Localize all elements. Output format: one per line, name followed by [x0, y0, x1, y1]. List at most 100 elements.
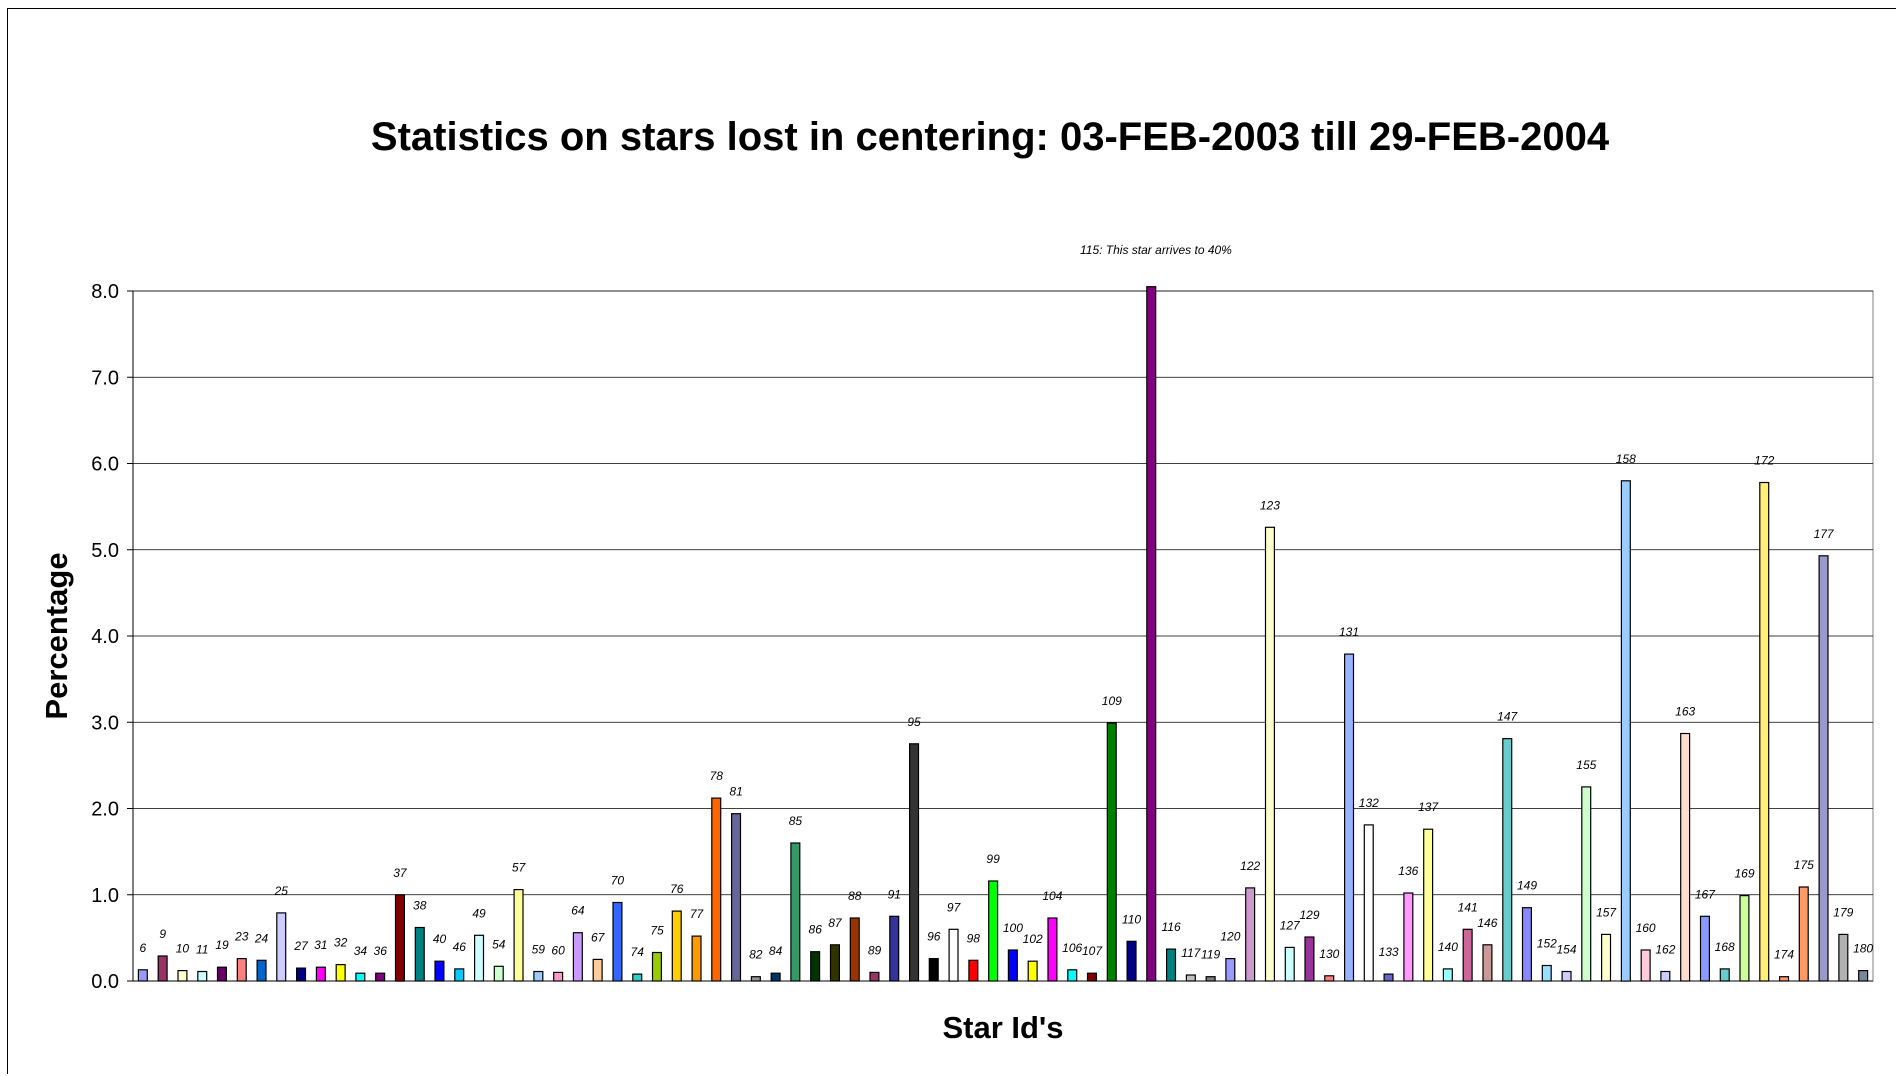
data-label-81: 81 [729, 785, 742, 799]
data-label-75: 75 [650, 924, 664, 938]
chart-frame [7, 8, 1896, 1074]
data-label-60: 60 [551, 943, 565, 957]
bar-149 [1521, 907, 1532, 982]
bar-54 [493, 965, 504, 982]
y-tick-label: 1.0 [91, 885, 119, 907]
bar-27 [296, 967, 307, 982]
bar-98 [968, 959, 979, 982]
data-label-152: 152 [1537, 937, 1557, 951]
data-label-123: 123 [1260, 498, 1280, 512]
bar-86 [810, 951, 821, 982]
bar-110 [1126, 940, 1137, 982]
data-label-70: 70 [611, 874, 625, 888]
data-label-77: 77 [690, 907, 705, 921]
bar-172 [1759, 481, 1770, 982]
bar-177 [1818, 555, 1829, 982]
data-label-154: 154 [1556, 943, 1576, 957]
bar-130 [1324, 975, 1335, 982]
data-label-163: 163 [1675, 705, 1695, 719]
bar-122 [1245, 887, 1256, 982]
bar-85 [790, 842, 801, 982]
data-label-168: 168 [1715, 940, 1735, 954]
bar-59 [533, 970, 544, 982]
bar-160 [1640, 949, 1651, 982]
bar-10 [177, 969, 188, 982]
data-label-104: 104 [1042, 889, 1062, 903]
chart-title: Statistics on stars lost in centering: 0… [371, 115, 1610, 159]
bar-32 [335, 963, 346, 982]
bar-78 [711, 797, 722, 982]
data-label-110: 110 [1122, 912, 1141, 926]
y-axis-title: Percentage [39, 552, 74, 719]
data-label-167: 167 [1695, 887, 1716, 901]
bar-77 [691, 935, 702, 982]
data-label-24: 24 [254, 931, 269, 945]
data-label-100: 100 [1003, 921, 1023, 935]
data-label-27: 27 [293, 939, 309, 953]
data-label-180: 180 [1853, 942, 1873, 956]
bar-115 [1146, 286, 1157, 982]
data-label-11: 11 [196, 943, 208, 957]
data-label-174: 174 [1774, 948, 1794, 962]
bar-109 [1106, 722, 1117, 982]
y-tick-label: 7.0 [91, 367, 119, 389]
data-label-129: 129 [1299, 908, 1319, 922]
bar-169 [1739, 894, 1750, 982]
data-label-109: 109 [1102, 694, 1122, 708]
bar-116 [1165, 948, 1177, 982]
bar-123 [1264, 526, 1275, 982]
bar-87 [829, 944, 840, 982]
data-label-96: 96 [927, 930, 941, 944]
data-label-91: 91 [888, 887, 901, 901]
data-label-133: 133 [1379, 945, 1399, 959]
data-label-37: 37 [393, 866, 408, 880]
data-label-76: 76 [670, 882, 684, 896]
data-label-85: 85 [789, 814, 803, 828]
data-label-119: 119 [1201, 948, 1220, 962]
data-label-177: 177 [1814, 527, 1835, 541]
data-label-31: 31 [314, 938, 327, 952]
bar-174 [1778, 976, 1790, 982]
data-label-64: 64 [571, 904, 585, 918]
data-label-117: 117 [1181, 946, 1201, 960]
bar-89 [869, 971, 880, 982]
bar-102 [1027, 960, 1038, 982]
data-label-107: 107 [1082, 944, 1103, 958]
bar-158 [1620, 480, 1631, 982]
y-tick-label: 8.0 [91, 281, 119, 303]
bar-167 [1699, 915, 1710, 982]
bar-57 [513, 888, 524, 982]
bar-67 [592, 958, 603, 982]
data-label-179: 179 [1833, 905, 1853, 919]
data-label-116: 116 [1162, 920, 1181, 934]
bar-84 [770, 972, 781, 982]
bar-137 [1423, 828, 1434, 982]
data-label-157: 157 [1596, 905, 1617, 919]
data-label-95: 95 [907, 715, 921, 729]
data-label-140: 140 [1438, 940, 1458, 954]
bar-104 [1047, 917, 1058, 982]
data-label-25: 25 [274, 884, 289, 898]
bar-49 [474, 934, 485, 982]
bar-106 [1067, 969, 1078, 982]
data-label-102: 102 [1023, 932, 1043, 946]
bar-74 [632, 973, 643, 982]
bar-180 [1858, 969, 1869, 982]
data-label-136: 136 [1398, 864, 1418, 878]
bar-75 [651, 951, 662, 982]
data-label-141: 141 [1458, 900, 1478, 914]
bar-19 [216, 966, 227, 982]
bar-127 [1284, 946, 1295, 982]
data-label-87: 87 [828, 916, 843, 930]
data-label-120: 120 [1220, 930, 1240, 944]
bar-46 [454, 968, 465, 982]
y-tick-label: 0.0 [91, 971, 119, 993]
data-label-34: 34 [354, 944, 368, 958]
bar-140 [1442, 968, 1453, 982]
bar-133 [1383, 973, 1394, 982]
data-label-147: 147 [1497, 710, 1518, 724]
bar-76 [671, 910, 682, 982]
data-label-74: 74 [631, 945, 645, 959]
x-axis-title: Star Id's [942, 1010, 1063, 1045]
bar-162 [1660, 970, 1671, 982]
